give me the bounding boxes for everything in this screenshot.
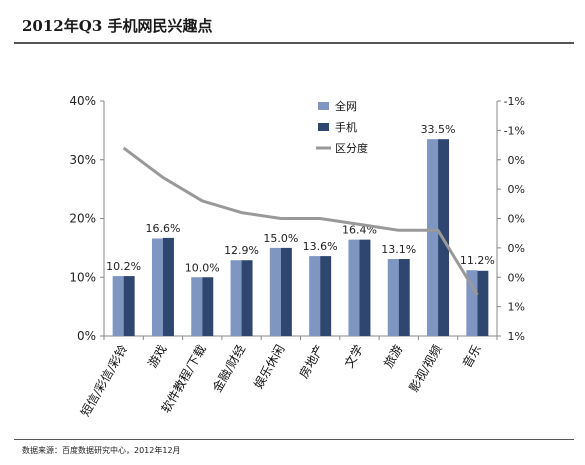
data-source-note: 数据来源：百度数据研究中心，2012年12月 — [22, 446, 181, 455]
bar-shouji — [359, 239, 371, 336]
bar-shouji — [202, 277, 214, 336]
bar-quanwang — [427, 139, 439, 336]
bar-quanwang — [112, 276, 124, 336]
y-right-tick-label: 1% — [508, 330, 525, 343]
y-left-tick-label: 0% — [77, 329, 96, 343]
data-label: 10.2% — [106, 260, 141, 273]
data-label: 13.1% — [381, 243, 416, 256]
category-label: 旅游 — [381, 343, 405, 371]
y-right-tick-label: 0% — [508, 271, 525, 284]
footer-divider — [14, 439, 574, 440]
chart-axes: 0% 10% 20% 30% 40% -1% -1% 0% 0% 0% 0% 0% 1% 1% — [69, 94, 525, 343]
bar-shouji — [280, 247, 292, 336]
bar-shouji — [241, 260, 253, 336]
bar-quanwang — [466, 270, 478, 336]
bar-quanwang — [348, 239, 360, 336]
data-label: 12.9% — [224, 244, 259, 257]
y-left-tick-label: 40% — [69, 94, 96, 108]
data-label: 10.0% — [185, 261, 220, 274]
chart-bars — [112, 139, 489, 336]
bar-shouji — [477, 270, 489, 336]
legend-label-qufendu: 区分度 — [335, 141, 368, 155]
data-label: 11.2% — [460, 254, 495, 267]
bar-shouji — [320, 256, 332, 336]
legend-label-shouji: 手机 — [335, 120, 357, 134]
bar-quanwang — [269, 247, 281, 336]
data-label: 33.5% — [421, 123, 456, 136]
category-label: 文学 — [341, 342, 366, 370]
legend-label-quanwang: 全网 — [335, 99, 357, 113]
data-label: 16.6% — [145, 222, 180, 235]
legend-swatch-quanwang — [318, 102, 329, 110]
chart-line-series — [122, 146, 479, 296]
title-divider — [14, 42, 574, 44]
y-left-tick-label: 30% — [69, 153, 96, 167]
y-right-tick-label: 0% — [508, 183, 525, 196]
y-right-tick-label: -1% — [504, 95, 525, 108]
data-label: 15.0% — [263, 232, 298, 245]
bar-shouji — [398, 259, 410, 336]
y-right-tick-label: -1% — [504, 124, 525, 137]
bar-quanwang — [151, 238, 163, 336]
bar-quanwang — [230, 260, 242, 336]
category-label: 音乐 — [459, 342, 484, 370]
category-label: 金融/财经 — [209, 342, 248, 395]
category-label: 影视/视频 — [406, 342, 445, 395]
data-label: 13.6% — [303, 240, 338, 253]
category-label: 房地产 — [296, 342, 327, 381]
bar-shouji — [162, 237, 174, 336]
y-left-tick-label: 20% — [69, 212, 96, 226]
y-right-tick-label: 0% — [508, 213, 525, 226]
line-qufendu — [122, 146, 479, 296]
y-right-tick-label: 0% — [508, 242, 525, 255]
y-left-tick-label: 10% — [69, 270, 96, 284]
y-right-tick-label: 1% — [508, 301, 525, 314]
category-label: 娱乐休闲 — [251, 343, 287, 392]
bar-shouji — [123, 276, 135, 336]
category-label: 游戏 — [145, 343, 169, 371]
category-label: 短信/彩信/彩铃 — [77, 342, 130, 419]
y-right-tick-label: 0% — [508, 154, 525, 167]
bar-quanwang — [309, 256, 321, 336]
bar-quanwang — [387, 259, 399, 336]
bar-quanwang — [191, 277, 203, 336]
chart-title: 2012年Q3 手机网民兴趣点 — [22, 17, 213, 35]
legend-swatch-shouji — [318, 123, 329, 131]
